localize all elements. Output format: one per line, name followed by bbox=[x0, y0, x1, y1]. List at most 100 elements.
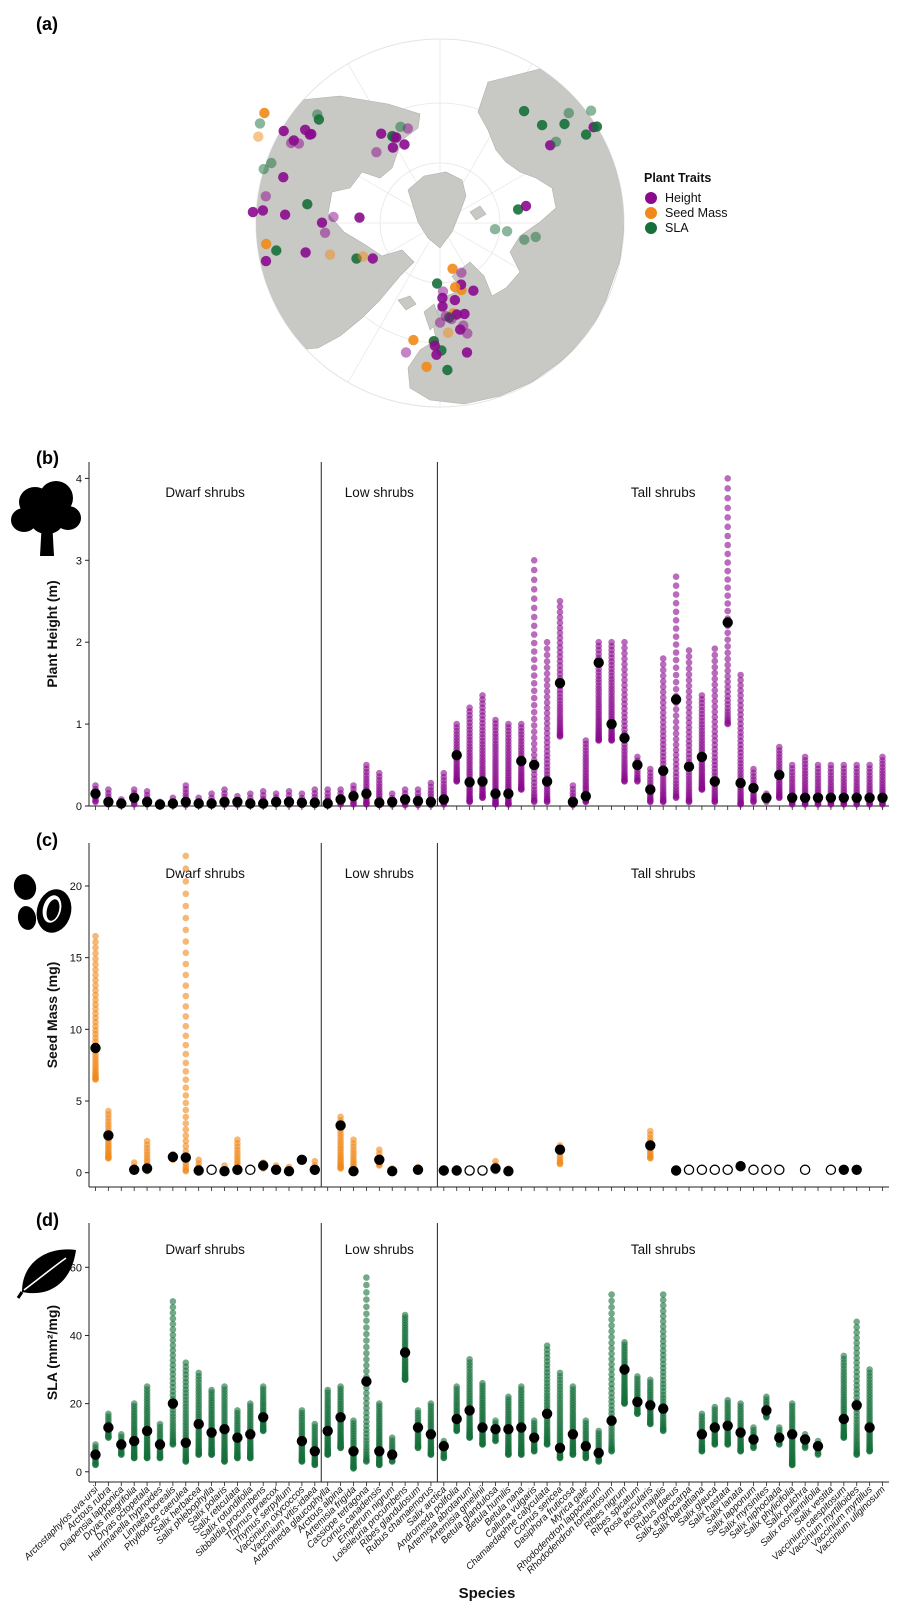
obs-point bbox=[608, 1339, 615, 1347]
obs-point bbox=[724, 629, 731, 637]
obs-point bbox=[543, 688, 551, 695]
obs-point bbox=[92, 932, 99, 940]
obs-point bbox=[543, 1342, 551, 1349]
obs-point bbox=[130, 786, 138, 793]
mean-point bbox=[361, 788, 372, 799]
obs-point bbox=[92, 996, 99, 1004]
obs-point bbox=[737, 711, 744, 718]
obs-point bbox=[634, 753, 641, 761]
obs-point bbox=[388, 790, 396, 797]
obs-point bbox=[672, 761, 680, 768]
obs-point bbox=[608, 1361, 615, 1368]
obs-point bbox=[672, 712, 680, 719]
obs-point bbox=[182, 1032, 190, 1040]
obs-point bbox=[724, 636, 731, 643]
obs-point bbox=[569, 782, 577, 789]
obs-point bbox=[608, 638, 615, 646]
obs-point bbox=[182, 1022, 190, 1030]
obs-point bbox=[724, 504, 731, 512]
obs-point bbox=[724, 683, 731, 691]
obs-point bbox=[659, 1302, 667, 1309]
obs-point bbox=[724, 559, 731, 566]
obs-point bbox=[737, 697, 744, 704]
obs-point bbox=[543, 715, 551, 722]
mean-point bbox=[335, 1412, 346, 1423]
obs-point bbox=[685, 714, 693, 722]
obs-point bbox=[608, 1316, 615, 1323]
obs-point bbox=[363, 1389, 370, 1397]
obs-point bbox=[530, 715, 538, 723]
mean-point bbox=[554, 677, 566, 689]
obs-point bbox=[711, 728, 719, 735]
obs-point bbox=[659, 723, 667, 731]
obs-point bbox=[608, 1303, 615, 1311]
mean-point bbox=[245, 798, 256, 809]
obs-point bbox=[143, 1383, 151, 1390]
mean-point bbox=[129, 792, 140, 803]
obs-point bbox=[169, 1336, 177, 1344]
obs-point bbox=[608, 1291, 615, 1298]
obs-point bbox=[672, 633, 680, 640]
mean-point bbox=[245, 1164, 256, 1176]
obs-point bbox=[672, 664, 680, 671]
obs-point bbox=[324, 786, 332, 793]
obs-point bbox=[543, 645, 551, 652]
obs-point bbox=[801, 753, 809, 761]
mean-point bbox=[812, 1441, 824, 1452]
mean-point bbox=[722, 1164, 733, 1176]
obs-point bbox=[518, 720, 525, 728]
obs-point bbox=[685, 647, 693, 654]
obs-point bbox=[647, 765, 654, 773]
obs-point bbox=[866, 761, 873, 769]
obs-point bbox=[376, 1400, 383, 1407]
mean-point bbox=[567, 796, 579, 808]
legend-label-seed-mass: Seed Mass bbox=[665, 206, 728, 220]
obs-point bbox=[195, 1156, 202, 1164]
obs-point bbox=[169, 1361, 177, 1369]
obs-point bbox=[621, 676, 628, 684]
obs-point bbox=[543, 725, 551, 732]
obs-point bbox=[182, 1132, 190, 1139]
obs-point bbox=[182, 914, 190, 922]
mean-point bbox=[838, 792, 849, 803]
obs-point bbox=[363, 1296, 370, 1303]
map-point bbox=[357, 251, 369, 262]
obs-point bbox=[530, 708, 538, 716]
mean-point bbox=[296, 1154, 308, 1166]
obs-point bbox=[169, 1331, 177, 1339]
obs-point bbox=[724, 655, 731, 663]
obs-point bbox=[840, 1352, 848, 1360]
obs-point bbox=[672, 625, 680, 632]
obs-point bbox=[711, 687, 719, 694]
mean-point bbox=[206, 1164, 217, 1176]
obs-point bbox=[530, 1417, 538, 1424]
map-point bbox=[260, 191, 271, 202]
obs-point bbox=[453, 720, 461, 728]
obs-point bbox=[685, 676, 693, 684]
obs-point bbox=[672, 599, 680, 607]
obs-point bbox=[182, 902, 190, 910]
map-point bbox=[324, 249, 336, 260]
mean-point bbox=[645, 784, 656, 795]
obs-point bbox=[337, 1383, 344, 1390]
obs-point bbox=[853, 1349, 860, 1357]
obs-point bbox=[143, 788, 151, 795]
obs-point bbox=[724, 576, 731, 583]
obs-point bbox=[259, 788, 267, 795]
panel-label: (b) bbox=[36, 448, 59, 468]
mean-point bbox=[761, 1164, 772, 1176]
obs-point bbox=[247, 790, 254, 797]
map-point bbox=[302, 199, 313, 210]
map-point bbox=[530, 231, 541, 243]
mean-point bbox=[503, 1166, 514, 1177]
obs-point bbox=[543, 693, 551, 701]
map-point bbox=[536, 119, 548, 131]
mean-point bbox=[103, 1130, 114, 1141]
legend-title: Plant Traits bbox=[644, 171, 711, 185]
obs-point bbox=[724, 567, 731, 575]
leaf-icon bbox=[16, 1249, 76, 1299]
mean-point bbox=[529, 1432, 540, 1443]
y-tick-label: 3 bbox=[76, 555, 82, 567]
mean-point bbox=[670, 694, 682, 705]
